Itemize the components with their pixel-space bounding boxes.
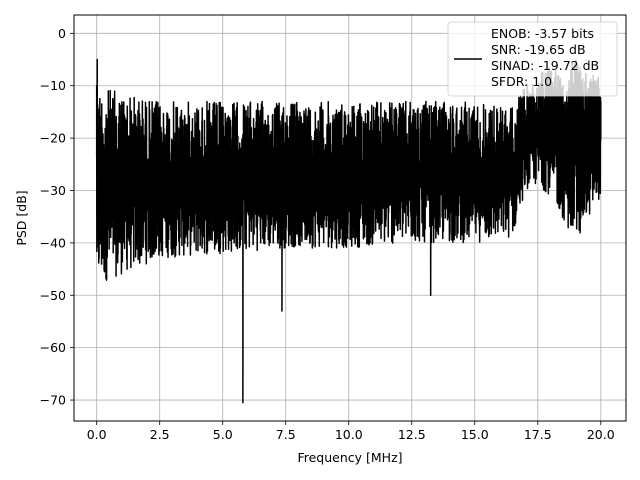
x-tick-label: 5.0 bbox=[213, 427, 233, 442]
y-tick-label: −30 bbox=[40, 183, 66, 198]
psd-trace bbox=[95, 58, 602, 404]
legend-box bbox=[447, 21, 618, 97]
legend-label: SFDR: 1.0 bbox=[491, 74, 552, 89]
x-tick-label: 2.5 bbox=[150, 427, 170, 442]
x-tick-label: 12.5 bbox=[398, 427, 426, 442]
plot-area bbox=[95, 58, 602, 404]
y-tick-label: −60 bbox=[40, 340, 66, 355]
x-tick-label: 0.0 bbox=[87, 427, 107, 442]
legend-label: SINAD: -19.72 dB bbox=[491, 58, 599, 73]
x-axis-title: Frequency [MHz] bbox=[297, 450, 402, 465]
y-tick-label: −40 bbox=[40, 235, 66, 250]
y-tick-label: −20 bbox=[40, 131, 66, 146]
y-tick-label: −70 bbox=[40, 393, 66, 408]
x-tick-label: 7.5 bbox=[276, 427, 296, 442]
legend-label: ENOB: -3.57 bits bbox=[491, 26, 594, 41]
y-tick-label: −50 bbox=[40, 288, 66, 303]
y-tick-label: −10 bbox=[40, 78, 66, 93]
ticks: 0.0 2.5 5.0 7.5 10.0 12.5 15.0 17.5 20.0 0 −10 −20 −… bbox=[40, 26, 615, 442]
x-tick-label: 20.0 bbox=[587, 427, 615, 442]
x-tick-label: 10.0 bbox=[335, 427, 363, 442]
y-axis-title: PSD [dB] bbox=[14, 190, 29, 245]
axes-frame bbox=[73, 14, 627, 422]
y-tick-label: 0 bbox=[58, 26, 66, 41]
x-tick-label: 15.0 bbox=[461, 427, 489, 442]
x-tick-label: 17.5 bbox=[524, 427, 552, 442]
legend-label: SNR: -19.65 dB bbox=[491, 42, 586, 57]
